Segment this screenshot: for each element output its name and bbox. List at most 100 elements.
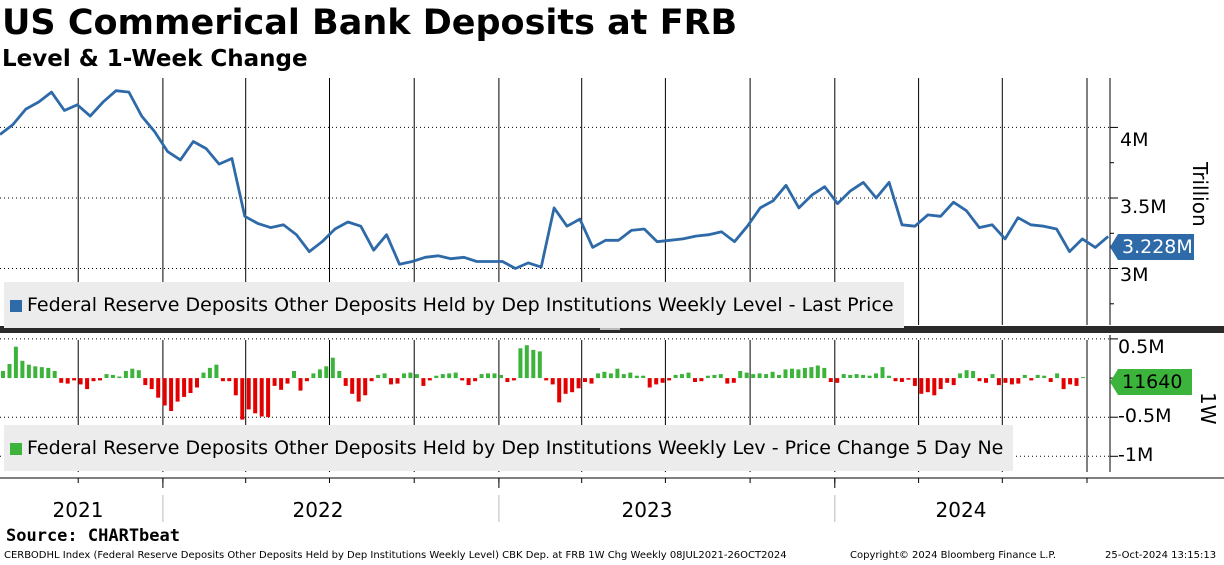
change-bar — [680, 374, 684, 378]
change-bar — [667, 378, 672, 381]
level-last-value-flag: 3.228M — [1110, 234, 1194, 260]
change-bar — [912, 378, 917, 386]
change-bar — [1009, 378, 1014, 385]
change-legend: Federal Reserve Deposits Other Deposits … — [4, 425, 1014, 471]
footer-timestamp: 25-Oct-2024 13:15:13 — [1105, 550, 1217, 561]
change-bar — [324, 366, 329, 378]
change-bar — [26, 364, 31, 378]
x-tick-2022: 2022 — [292, 498, 344, 522]
change-bar — [854, 374, 859, 378]
change-bar — [421, 378, 426, 386]
change-bar — [984, 378, 988, 383]
change-bar — [770, 371, 775, 379]
change-bar — [705, 375, 710, 378]
change-bar — [628, 372, 633, 379]
footer-description: CERBODHL Index (Federal Reserve Deposits… — [4, 550, 787, 561]
change-bar — [65, 378, 70, 384]
change-bar — [977, 378, 982, 382]
change-bar — [945, 378, 950, 383]
change-bar — [996, 378, 1001, 386]
change-bar — [188, 378, 193, 393]
change-bar — [104, 374, 109, 378]
change-tick-0-5m: 0.5M — [1118, 336, 1165, 358]
chart-title: US Commerical Bank Deposits at FRB — [2, 3, 738, 43]
change-bar — [479, 374, 484, 378]
change-bar — [634, 375, 639, 378]
change-bar — [207, 367, 212, 379]
x-tick-2021: 2021 — [52, 498, 104, 522]
change-bar — [893, 378, 898, 382]
change-bar — [59, 378, 64, 383]
change-bar — [130, 368, 135, 379]
change-bar — [317, 369, 322, 378]
level-series-line — [0, 89, 1110, 270]
change-bar — [673, 374, 678, 378]
change-bar — [39, 367, 44, 379]
change-bar — [169, 378, 174, 411]
change-bar — [156, 378, 161, 398]
change-bar — [149, 378, 154, 390]
panel-divider-handle — [600, 328, 620, 330]
change-bar — [492, 373, 497, 379]
change-bar — [253, 378, 258, 414]
change-bar — [402, 373, 406, 379]
change-bar — [647, 378, 652, 388]
change-bar — [557, 378, 562, 403]
change-bar — [686, 372, 691, 379]
change-bar — [395, 378, 400, 384]
change-bar — [602, 371, 607, 379]
change-bar — [369, 378, 374, 382]
change-bar — [505, 378, 510, 382]
change-bar — [718, 374, 723, 378]
change-tick-neg-0-5m: -0.5M — [1118, 405, 1172, 427]
change-bar — [699, 378, 704, 382]
change-bar — [356, 378, 361, 402]
change-legend-swatch — [10, 443, 22, 455]
change-bar — [802, 367, 807, 379]
change-bar — [46, 367, 51, 379]
level-legend-label: Federal Reserve Deposits Other Deposits … — [27, 294, 894, 316]
change-bar — [220, 378, 225, 382]
change-bar — [861, 374, 866, 378]
change-bar — [570, 378, 575, 393]
change-bar — [531, 349, 536, 379]
change-bar — [822, 367, 827, 379]
change-bar — [182, 378, 187, 397]
change-bar — [279, 378, 284, 390]
change-bar — [1016, 378, 1021, 384]
change-bar — [292, 371, 296, 378]
change-bar — [544, 378, 549, 381]
change-bar — [550, 378, 555, 385]
change-bar — [473, 378, 478, 382]
change-bar — [576, 378, 581, 389]
change-bar — [790, 368, 794, 379]
change-bar — [906, 378, 911, 380]
change-bar — [848, 374, 853, 378]
level-axis-label: Trillion — [1188, 162, 1212, 227]
change-bar — [796, 369, 801, 378]
change-bar — [867, 375, 872, 378]
change-bar — [143, 378, 148, 386]
change-bar — [246, 378, 251, 410]
change-bar — [440, 374, 445, 378]
change-bar — [7, 364, 12, 379]
change-bar — [589, 378, 594, 384]
change-bar — [311, 373, 316, 379]
change-bar — [460, 378, 465, 381]
change-bar — [841, 374, 846, 378]
change-bar — [414, 374, 419, 378]
change-bar — [1035, 374, 1040, 378]
change-bar — [162, 378, 167, 406]
change-bar — [376, 374, 381, 378]
change-bar — [757, 373, 762, 379]
change-bar — [427, 378, 432, 381]
change-bar — [660, 378, 665, 383]
change-bar — [887, 375, 891, 378]
change-bar — [272, 378, 277, 386]
chart-subtitle: Level & 1-Week Change — [2, 46, 308, 72]
change-bar — [499, 374, 503, 378]
source-note: Source: CHARTbeat — [6, 526, 180, 546]
change-bar — [304, 378, 309, 382]
change-bar — [958, 373, 963, 379]
change-bar — [408, 372, 413, 379]
